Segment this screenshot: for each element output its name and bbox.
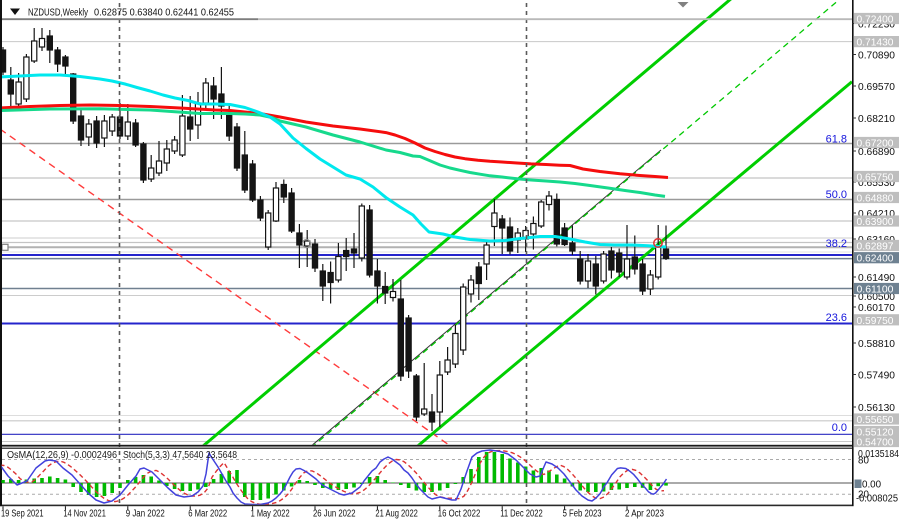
svg-text:0.68210: 0.68210	[858, 113, 895, 125]
svg-text:16 Oct 2022: 16 Oct 2022	[438, 509, 481, 520]
svg-text:0.54700: 0.54700	[857, 437, 894, 449]
svg-text:1 May 2022: 1 May 2022	[251, 509, 290, 520]
svg-text:26 Jun 2022: 26 Jun 2022	[313, 509, 356, 520]
svg-text:20: 20	[858, 490, 869, 501]
svg-text:0.65750: 0.65750	[857, 172, 894, 184]
svg-text:21 Aug 2022: 21 Aug 2022	[375, 509, 418, 520]
svg-text:0.64880: 0.64880	[857, 193, 894, 205]
svg-text:2 Apr 2023: 2 Apr 2023	[625, 509, 664, 520]
svg-text:0.61490: 0.61490	[858, 272, 895, 284]
svg-text:0.60170: 0.60170	[858, 302, 895, 314]
svg-text:0.0: 0.0	[832, 422, 847, 434]
svg-text:0.00: 0.00	[862, 479, 882, 490]
svg-text:0.66890: 0.66890	[858, 146, 895, 158]
svg-text:0,0135184: 0,0135184	[858, 449, 899, 460]
svg-text:9 Jan 2022: 9 Jan 2022	[126, 509, 165, 520]
svg-text:Stoch(5,3,3) 47,5640 23,5648: Stoch(5,3,3) 47,5640 23,5648	[123, 450, 237, 461]
svg-text:0.70890: 0.70890	[858, 50, 895, 62]
svg-text:0.71430: 0.71430	[857, 37, 894, 49]
svg-text:0.55650: 0.55650	[857, 414, 894, 426]
svg-text:61.8: 61.8	[826, 134, 847, 146]
svg-text:-0.008025: -0.008025	[856, 494, 899, 505]
svg-text:0.69570: 0.69570	[858, 81, 895, 93]
svg-text:0.63900: 0.63900	[857, 216, 894, 228]
svg-text:0.61100: 0.61100	[857, 284, 894, 296]
svg-text:0.59750: 0.59750	[857, 315, 894, 327]
svg-text:0.58810: 0.58810	[858, 338, 895, 350]
svg-text:38.2: 38.2	[826, 238, 847, 250]
svg-text:0.56130: 0.56130	[858, 402, 895, 414]
svg-text:19 Sep 2021: 19 Sep 2021	[1, 509, 44, 520]
svg-text:NZDUSD,Weekly: NZDUSD,Weekly	[28, 7, 89, 19]
svg-text:0.67200: 0.67200	[857, 138, 894, 150]
svg-text:0.57490: 0.57490	[858, 370, 895, 382]
svg-text:0.62897: 0.62897	[857, 241, 894, 253]
svg-text:5 Feb 2023: 5 Feb 2023	[563, 509, 602, 520]
svg-text:0.72400: 0.72400	[857, 14, 894, 26]
svg-text:14 Nov 2021: 14 Nov 2021	[63, 509, 106, 520]
svg-text:11 Dec 2022: 11 Dec 2022	[500, 509, 543, 520]
svg-text:23.6: 23.6	[826, 312, 847, 324]
svg-text:6 Mar 2022: 6 Mar 2022	[188, 509, 227, 520]
svg-text:0.55120: 0.55120	[857, 427, 894, 439]
svg-text:0.62875 0.63840 0.62441 0.6245: 0.62875 0.63840 0.62441 0.62455	[94, 7, 234, 19]
svg-text:0.62400: 0.62400	[857, 253, 894, 265]
svg-text:80: 80	[858, 456, 869, 467]
svg-text:OsMA(12,26,9) -0.0002496: OsMA(12,26,9) -0.0002496	[7, 450, 117, 461]
svg-text:50.0: 50.0	[826, 189, 847, 201]
